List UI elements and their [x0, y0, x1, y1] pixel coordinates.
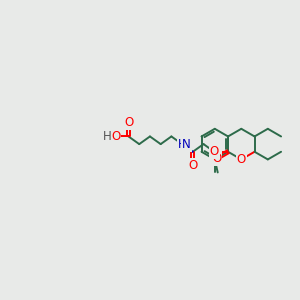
Text: H: H [103, 130, 112, 143]
Text: N: N [182, 138, 191, 151]
Text: O: O [124, 116, 133, 129]
Text: O: O [210, 145, 219, 158]
Text: O: O [111, 130, 120, 143]
Text: O: O [212, 152, 221, 165]
Text: H: H [178, 138, 187, 151]
Text: O: O [188, 159, 197, 172]
Text: O: O [237, 153, 246, 166]
